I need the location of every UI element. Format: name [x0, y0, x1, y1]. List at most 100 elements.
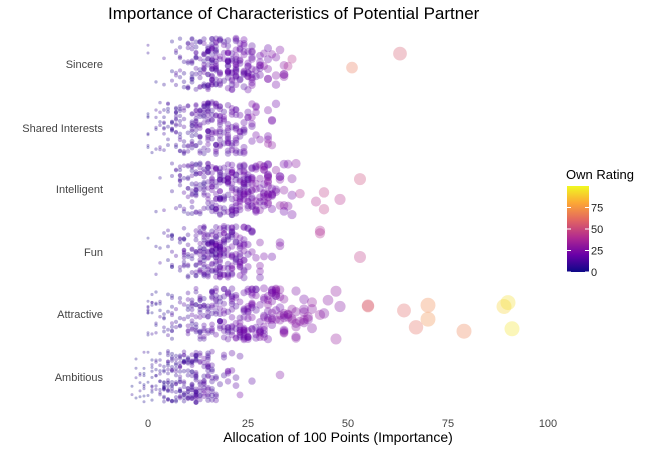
data-point: [205, 102, 211, 108]
data-point: [236, 253, 244, 261]
data-point: [169, 236, 175, 242]
data-point: [197, 182, 203, 188]
data-point: [205, 373, 211, 380]
data-point: [158, 261, 162, 265]
data-point: [181, 124, 187, 130]
data-point: [232, 34, 240, 42]
data-point: [220, 229, 228, 237]
data-point: [408, 320, 424, 335]
data-point: [216, 263, 224, 270]
data-point: [189, 71, 195, 76]
data-point: [248, 285, 256, 293]
data-point: [185, 45, 191, 51]
data-point: [256, 273, 264, 282]
data-point: [205, 306, 211, 312]
data-point: [162, 329, 166, 334]
data-point: [181, 247, 187, 253]
data-point: [197, 358, 203, 364]
data-point: [232, 232, 240, 239]
data-point: [166, 101, 170, 106]
data-point: [236, 193, 244, 201]
data-point: [205, 141, 211, 148]
data-point: [166, 244, 170, 249]
data-point: [213, 128, 219, 135]
data-point: [279, 328, 289, 338]
data-point: [201, 169, 207, 175]
data-point: [189, 76, 195, 82]
data-point: [185, 263, 191, 269]
data-point: [232, 238, 240, 246]
data-point: [169, 173, 175, 179]
data-point: [260, 293, 268, 302]
data-point: [150, 398, 154, 402]
data-point: [173, 395, 179, 400]
data-point: [220, 354, 228, 361]
data-point: [267, 314, 277, 323]
data-point: [193, 272, 199, 279]
data-point: [220, 324, 228, 331]
data-point: [142, 400, 146, 404]
data-point: [224, 232, 232, 240]
data-point: [213, 141, 219, 148]
data-point: [166, 137, 170, 142]
data-point: [236, 111, 244, 119]
data-point: [193, 273, 199, 279]
data-point: [314, 225, 326, 236]
data-point: [181, 175, 187, 181]
data-point: [260, 311, 268, 320]
data-point: [185, 185, 191, 191]
data-point: [244, 188, 252, 196]
data-point: [228, 180, 236, 188]
data-point: [205, 45, 211, 52]
data-point: [193, 127, 199, 133]
data-point: [216, 256, 224, 264]
data-point: [158, 351, 162, 356]
data-point: [220, 41, 228, 49]
data-point: [213, 391, 219, 398]
data-point: [209, 40, 215, 47]
data-point: [216, 143, 224, 150]
data-point: [205, 112, 211, 118]
data-point: [252, 185, 260, 193]
data-point: [189, 74, 195, 80]
data-point: [232, 258, 240, 265]
data-point: [310, 196, 322, 207]
data-point: [209, 170, 215, 176]
data-point: [256, 71, 264, 79]
data-point: [260, 62, 268, 70]
data-point: [197, 39, 203, 45]
data-point: [244, 86, 252, 94]
data-point: [209, 46, 215, 52]
data-point: [228, 211, 236, 219]
data-point: [236, 244, 244, 252]
data-point: [197, 392, 203, 398]
data-point: [193, 209, 199, 215]
data-point: [236, 261, 244, 268]
data-point: [244, 304, 252, 313]
data-point: [216, 173, 224, 181]
data-point: [240, 69, 248, 77]
data-point: [228, 324, 236, 331]
data-point: [256, 328, 264, 336]
data-point: [220, 236, 228, 243]
data-point: [244, 69, 252, 77]
data-point: [205, 128, 211, 134]
data-point: [193, 132, 199, 138]
data-point: [177, 178, 183, 183]
data-point: [201, 190, 207, 196]
data-point: [193, 395, 199, 401]
data-point: [244, 180, 252, 188]
data-point: [189, 256, 195, 262]
data-point: [232, 73, 240, 81]
data-point: [205, 330, 211, 336]
data-point: [209, 57, 215, 64]
data-point: [216, 176, 224, 183]
data-point: [181, 398, 187, 404]
data-point: [205, 185, 211, 191]
data-point: [173, 109, 179, 114]
data-point: [228, 57, 236, 64]
data-point: [216, 70, 224, 77]
data-point: [162, 369, 166, 374]
data-point: [205, 255, 211, 261]
data-point: [205, 241, 211, 248]
